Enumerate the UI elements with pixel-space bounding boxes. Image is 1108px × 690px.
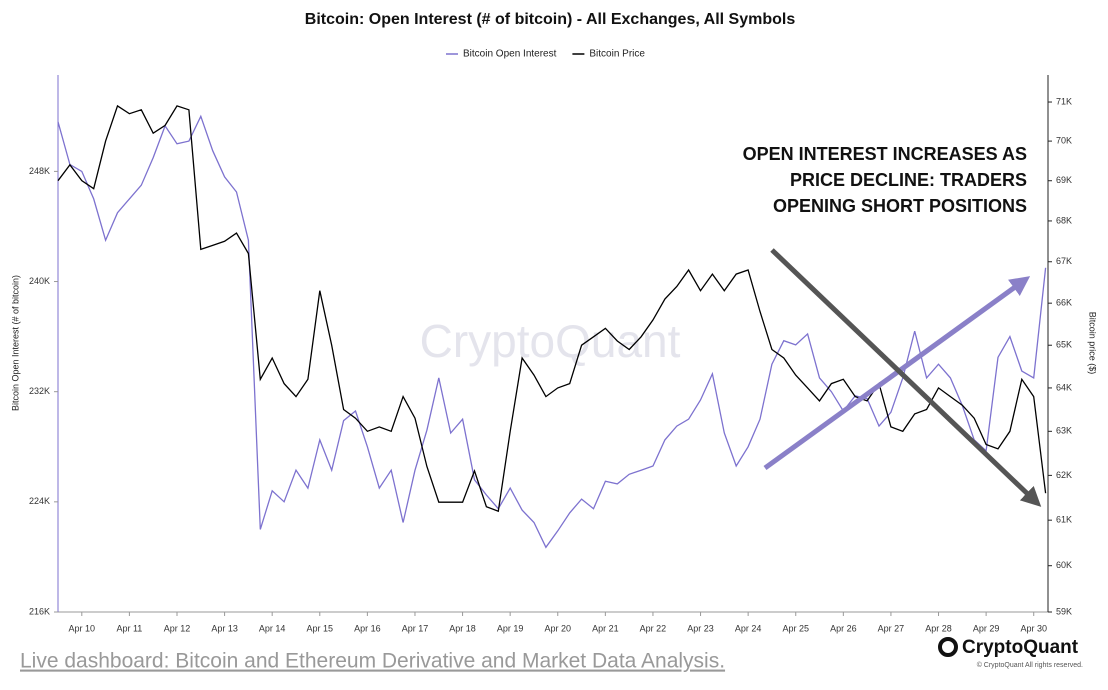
dashboard-link[interactable]: Live dashboard: Bitcoin and Ethereum Der… bbox=[20, 650, 725, 673]
watermark: CryptoQuant bbox=[420, 315, 681, 367]
logo: CryptoQuant © CryptoQuant All rights res… bbox=[938, 637, 1083, 669]
x-tick-label: Apr 19 bbox=[497, 623, 524, 633]
annotation-line: OPEN INTEREST INCREASES AS bbox=[743, 144, 1027, 164]
y2-tick-label: 71K bbox=[1056, 96, 1072, 106]
x-tick-label: Apr 22 bbox=[640, 623, 667, 633]
y2-tick-label: 66K bbox=[1056, 298, 1072, 308]
annotation-line: PRICE DECLINE: TRADERS bbox=[790, 170, 1027, 190]
x-tick-label: Apr 29 bbox=[973, 623, 1000, 633]
arrow-down bbox=[770, 248, 1042, 507]
logo-icon bbox=[938, 637, 958, 657]
y-tick-label: 216K bbox=[29, 606, 50, 616]
x-tick-label: Apr 30 bbox=[1020, 623, 1047, 633]
y-axis-label: Bitcoin Open Interest (# of bitcoin) bbox=[10, 275, 20, 411]
x-tick-label: Apr 20 bbox=[544, 623, 571, 633]
x-tick-label: Apr 27 bbox=[878, 623, 905, 633]
y-tick-label: 240K bbox=[29, 276, 50, 286]
x-tick-label: Apr 15 bbox=[307, 623, 334, 633]
y2-tick-label: 63K bbox=[1056, 426, 1072, 436]
x-tick-label: Apr 24 bbox=[735, 623, 762, 633]
y2-tick-label: 60K bbox=[1056, 560, 1072, 570]
y2-tick-label: 69K bbox=[1056, 175, 1072, 185]
x-tick-label: Apr 25 bbox=[782, 623, 809, 633]
brand: CryptoQuant bbox=[962, 637, 1079, 658]
y2-tick-label: 70K bbox=[1056, 135, 1072, 145]
x-tick-label: Apr 14 bbox=[259, 623, 286, 633]
y2-tick-label: 68K bbox=[1056, 215, 1072, 225]
y2-tick-label: 64K bbox=[1056, 382, 1072, 392]
x-tick-label: Apr 23 bbox=[687, 623, 714, 633]
y2-tick-label: 61K bbox=[1056, 515, 1072, 525]
x-tick-label: Apr 28 bbox=[925, 623, 952, 633]
x-tick-label: Apr 10 bbox=[69, 623, 96, 633]
annotation: OPEN INTEREST INCREASES AS PRICE DECLINE… bbox=[743, 144, 1027, 216]
x-tick-label: Apr 13 bbox=[211, 623, 238, 633]
annotation-line: OPENING SHORT POSITIONS bbox=[773, 196, 1027, 216]
y-tick-label: 224K bbox=[29, 496, 50, 506]
y2-tick-label: 65K bbox=[1056, 340, 1072, 350]
y-tick-label: 248K bbox=[29, 166, 50, 176]
y-tick-label: 232K bbox=[29, 386, 50, 396]
chart-title: Bitcoin: Open Interest (# of bitcoin) - … bbox=[305, 11, 796, 28]
arrow-up bbox=[763, 276, 1031, 471]
x-tick-label: Apr 21 bbox=[592, 623, 619, 633]
x-tick-label: Apr 12 bbox=[164, 623, 191, 633]
legend-label: Bitcoin Price bbox=[589, 49, 645, 60]
y2-axis-label: Bitcoin price ($) bbox=[1088, 312, 1098, 375]
x-tick-label: Apr 11 bbox=[116, 623, 142, 633]
plot-area bbox=[57, 104, 1047, 549]
x-tick-label: Apr 18 bbox=[449, 623, 476, 633]
legend-label: Bitcoin Open Interest bbox=[463, 49, 557, 60]
y2-tick-label: 62K bbox=[1056, 470, 1072, 480]
x-tick-label: Apr 26 bbox=[830, 623, 857, 633]
copyright: © CryptoQuant All rights reserved. bbox=[977, 661, 1083, 669]
x-tick-label: Apr 16 bbox=[354, 623, 381, 633]
series-line bbox=[57, 104, 1047, 513]
y2-tick-label: 67K bbox=[1056, 256, 1072, 266]
y2-tick-label: 59K bbox=[1056, 606, 1072, 616]
x-tick-label: Apr 17 bbox=[402, 623, 429, 633]
series-line bbox=[57, 114, 1047, 549]
